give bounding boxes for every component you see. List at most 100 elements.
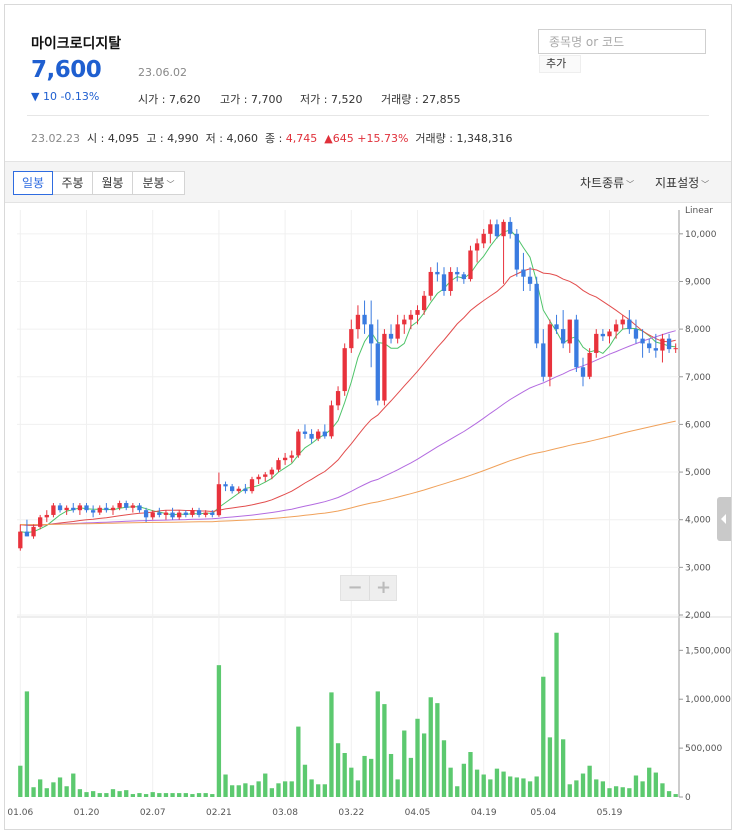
volume-bar <box>124 790 129 797</box>
tab-minute[interactable]: 분봉 ﹀ <box>133 171 185 195</box>
candle-body <box>388 333 394 339</box>
candle-body <box>236 488 241 492</box>
candle-body <box>90 510 96 513</box>
candle-body <box>249 479 255 492</box>
candle-body <box>18 531 23 549</box>
candle-body <box>210 512 215 515</box>
tab-monthly[interactable]: 월봉 <box>93 171 133 195</box>
price-tick-label: 5,000 <box>685 468 711 478</box>
volume-bar <box>375 691 380 797</box>
candle-body <box>554 324 559 330</box>
quote-low: 저가 : 7,520 <box>300 93 363 106</box>
candle-body <box>640 338 645 344</box>
candle-body <box>494 224 500 237</box>
candle-body <box>316 431 321 439</box>
candle-body <box>382 333 387 401</box>
candle-body <box>38 517 43 527</box>
candle-body <box>600 333 606 337</box>
candle-body <box>514 233 519 270</box>
volume-bar <box>302 764 308 797</box>
selected-candle-summary: 23.02.23 시 : 4,095 고 : 4,990 저 : 4,060 종… <box>31 132 513 145</box>
quote-high: 고가 : 7,700 <box>220 93 283 106</box>
volume-bar <box>249 785 255 797</box>
stock-search-input[interactable] <box>538 29 706 54</box>
candle-body <box>322 431 327 437</box>
candle-body <box>402 319 407 325</box>
volume-bar <box>223 774 228 797</box>
candle-body <box>276 460 281 470</box>
volume-bar <box>196 793 202 797</box>
volume-bar <box>455 786 460 797</box>
candle-body <box>594 333 599 353</box>
volume-bar <box>143 794 149 797</box>
candle-body <box>335 391 341 406</box>
candle-body <box>547 324 553 377</box>
volume-bar <box>90 791 96 797</box>
candle-body <box>216 484 222 516</box>
add-button[interactable]: 추가 <box>539 55 581 73</box>
candle-body <box>97 507 102 513</box>
volume-bar <box>461 763 467 797</box>
volume-bar <box>647 767 652 797</box>
candle-body <box>256 476 261 480</box>
candle-body <box>613 324 619 332</box>
candle-body <box>534 283 539 344</box>
price-volume-chart[interactable]: 01.06 01.20 02.07 02.21 03.08 03.22 04.05 04.19… <box>5 5 731 829</box>
volume-bar <box>64 786 69 797</box>
volume-bar <box>210 794 215 797</box>
candle-body <box>428 271 433 296</box>
volume-bar <box>567 784 572 797</box>
candle-body <box>150 512 155 518</box>
candle-body <box>84 505 89 511</box>
candle-body <box>560 329 566 344</box>
volume-tick-label: 1,500,000 <box>685 646 731 656</box>
volume-bar <box>594 779 599 797</box>
volume-bar <box>243 783 248 797</box>
candle-body <box>580 367 586 377</box>
x-tick-label: 03.08 <box>272 808 298 818</box>
volume-bar <box>289 781 294 797</box>
candle-body <box>177 512 182 518</box>
volume-tick-label: 1,000,000 <box>685 695 731 705</box>
candle-body <box>143 510 149 518</box>
volume-tick-label: 500,000 <box>685 744 722 754</box>
volume-bar <box>428 697 433 797</box>
volume-bar <box>382 704 387 797</box>
volume-bar <box>31 787 36 797</box>
candle-body <box>647 343 652 349</box>
volume-bar <box>395 779 400 797</box>
volume-bar <box>269 788 275 797</box>
indicator-settings-menu[interactable]: 지표설정 ﹀ <box>655 176 710 190</box>
zoom-in-button[interactable]: + <box>369 576 397 600</box>
zoom-out-button[interactable]: − <box>347 577 363 598</box>
tab-weekly[interactable]: 주봉 <box>53 171 93 195</box>
volume-bar <box>501 771 506 797</box>
volume-bar <box>580 773 586 797</box>
volume-bar <box>216 665 222 797</box>
scale-mode-label: Linear <box>685 206 713 216</box>
candle-body <box>488 224 493 234</box>
candle-body <box>163 512 169 515</box>
volume-bar <box>97 793 102 797</box>
candle-body <box>369 324 374 344</box>
chart-type-menu[interactable]: 차트종류 ﹀ <box>580 176 635 190</box>
candle-body <box>666 338 672 350</box>
candle-body <box>130 505 136 508</box>
volume-bar <box>335 743 341 797</box>
x-tick-label: 03.22 <box>338 808 364 818</box>
candle-body <box>104 507 109 511</box>
chevron-down-icon: ﹀ <box>166 180 175 189</box>
volume-bar <box>527 781 533 797</box>
candle-body <box>282 457 288 461</box>
volume-bar <box>587 765 592 797</box>
candle-body <box>508 221 513 234</box>
candle-body <box>395 324 400 339</box>
tab-daily[interactable]: 일봉 <box>13 171 53 195</box>
candle-body <box>289 455 294 458</box>
candle-body <box>633 329 639 339</box>
candle-body <box>223 484 228 487</box>
side-panel-toggle[interactable] <box>717 497 731 541</box>
candle-body <box>574 319 579 368</box>
volume-bar <box>554 632 559 797</box>
volume-bar <box>607 788 612 797</box>
